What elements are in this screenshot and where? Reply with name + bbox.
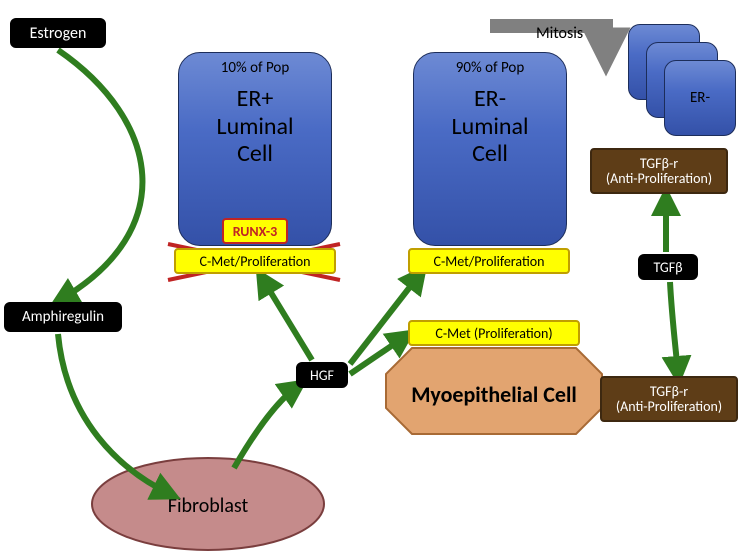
estrogen-box: Estrogen xyxy=(10,18,106,48)
arrow-fibroblast-hgf xyxy=(234,386,298,468)
tgfb-label: TGFβ xyxy=(653,259,682,276)
myoepithelial-label: Myoepithelial Cell xyxy=(411,381,577,408)
arrow-hgf-cmet-erplus xyxy=(262,278,312,360)
tgfbr-bottom-label: TGFβ-r (Anti-Proliferation) xyxy=(616,384,722,415)
hgf-label: HGF xyxy=(310,367,334,384)
daughter-cell-3: ER- xyxy=(664,60,736,136)
tgfbr-bottom-box: TGFβ-r (Anti-Proliferation) xyxy=(600,376,738,422)
arrow-hgf-cmet-myo xyxy=(350,336,406,374)
er-plus-main-label: ER+ Luminal Cell xyxy=(217,85,294,168)
er-minus-pop-label: 90% of Pop xyxy=(456,59,524,77)
er-minus-luminal-cell: 90% of Pop ER- Luminal Cell xyxy=(413,52,567,246)
myoepithelial-shape xyxy=(386,348,602,434)
er-plus-luminal-cell: 10% of Pop ER+ Luminal Cell xyxy=(178,52,332,246)
hgf-box: HGF xyxy=(296,362,348,388)
arrow-estrogen-amphiregulin xyxy=(58,50,142,300)
cmet-erminus-box: C-Met/Proliferation xyxy=(408,248,570,274)
arrow-tgfb-bottom xyxy=(670,282,678,374)
fibroblast-label: Fibroblast xyxy=(168,494,249,518)
cmet-myo-box: C-Met (Proliferation) xyxy=(408,320,580,346)
basement-membrane: Basement Membrane xyxy=(10,438,742,462)
tgfbr-top-box: TGFβ-r (Anti-Proliferation) xyxy=(590,148,728,194)
basement-membrane-label: Basement Membrane xyxy=(310,441,442,459)
arrow-hgf-cmet-erminus xyxy=(350,274,420,364)
amphiregulin-box: Amphiregulin xyxy=(4,302,122,332)
runx3-label: RUNX-3 xyxy=(233,223,278,240)
daughter-cell-3-label: ER- xyxy=(690,89,710,107)
amphiregulin-label: Amphiregulin xyxy=(22,308,104,326)
cmet-erminus-label: C-Met/Proliferation xyxy=(433,253,544,270)
er-plus-pop-label: 10% of Pop xyxy=(221,59,289,77)
er-minus-main-label: ER- Luminal Cell xyxy=(452,85,529,168)
runx3-box: RUNX-3 xyxy=(222,218,288,244)
tgfbr-top-label: TGFβ-r (Anti-Proliferation) xyxy=(606,156,712,187)
fibroblast-shape xyxy=(92,458,324,550)
diagram-stage: Fibroblast Myoepithelial Cell Basement M… xyxy=(0,0,755,558)
estrogen-label: Estrogen xyxy=(30,24,87,43)
cmet-erplus-box: C-Met/Proliferation xyxy=(174,248,336,274)
arrow-amphiregulin-fibroblast xyxy=(58,334,170,494)
cmet-myo-label: C-Met (Proliferation) xyxy=(435,325,552,342)
mitosis-label: Mitosis xyxy=(536,24,583,43)
cmet-erplus-label: C-Met/Proliferation xyxy=(199,253,310,270)
tgfb-box: TGFβ xyxy=(638,254,698,280)
